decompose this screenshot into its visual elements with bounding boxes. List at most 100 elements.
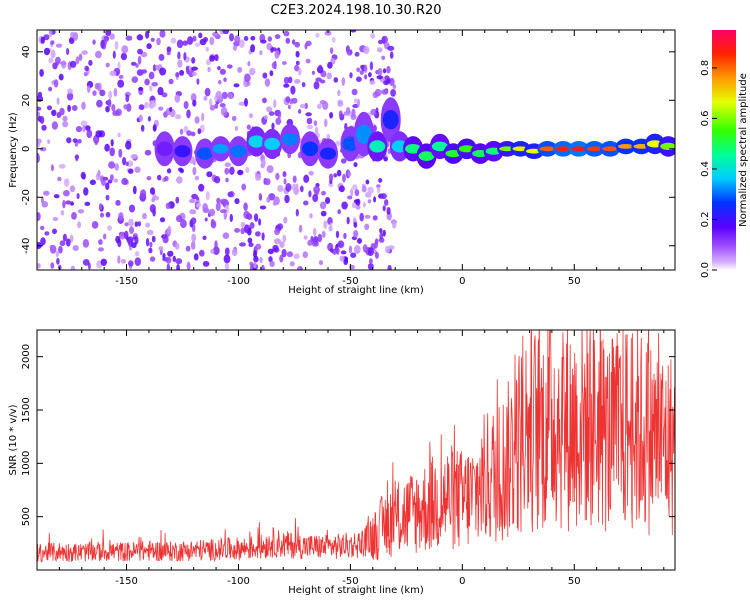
colorbar-gradient [712,30,736,270]
heatmap-noise-cell [374,88,382,97]
heatmap-noise-cell [316,103,322,109]
heatmap-noise-cell [264,78,271,87]
heatmap-noise-cell [318,64,323,71]
heatmap-noise-cell [83,187,89,196]
heatmap-noise-cell [98,239,103,245]
heatmap-noise-cell [220,106,228,116]
heatmap-noise-cell [43,190,50,196]
heatmap-noise-cell [70,234,74,243]
heatmap-noise-cell [203,95,208,101]
heatmap-noise-cell [292,175,297,183]
heatmap-noise-cell [40,147,47,152]
heatmap-noise-cell [77,209,85,214]
heatmap-noise-cell [214,240,218,250]
heatmap-noise-cell [267,36,272,42]
heatmap-noise-cell [274,50,280,59]
heatmap-noise-cell [121,177,128,186]
heatmap-noise-cell [308,170,314,176]
heatmap-noise-cell [351,88,358,96]
heatmap-noise-cell [215,202,221,212]
heatmap-noise-cell [56,97,60,105]
heatmap-noise-cell [382,205,386,212]
x-tick-label: -100 [227,576,250,587]
heatmap-noise-cell [69,185,76,193]
heatmap-noise-cell [305,58,311,64]
heatmap-noise-cell [377,39,384,45]
heatmap-noise-cell [284,194,290,204]
heatmap-noise-cell [279,241,285,248]
heatmap-noise-cell [234,125,239,132]
colorbar-label: Normalized spectral amplitude [738,73,749,227]
heatmap-noise-cell [271,122,275,130]
heatmap-noise-cell [336,169,342,177]
heatmap-noise-cell [152,64,157,72]
heatmap-noise-cell [99,89,106,97]
heatmap-noise-cell [356,76,362,82]
heatmap-cells [37,30,675,270]
heatmap-noise-cell [359,70,364,75]
heatmap-noise-cell [190,131,196,137]
heatmap-noise-cell [346,49,353,56]
heatmap-noise-cell [237,169,244,175]
heatmap-noise-cell [209,104,215,111]
heatmap-noise-cell [386,65,391,74]
heatmap-noise-cell [84,65,89,72]
heatmap-noise-cell [356,98,360,108]
heatmap-noise-cell [338,110,343,119]
heatmap-noise-cell [48,30,53,37]
heatmap-noise-cell [50,164,55,172]
x-tick-label: -150 [115,576,138,587]
heatmap-noise-cell [392,84,397,90]
heatmap-noise-cell [222,30,230,35]
heatmap-noise-cell [215,90,222,100]
heatmap-noise-cell [218,79,222,85]
heatmap-noise-cell [146,43,152,50]
heatmap-noise-cell [340,158,347,164]
heatmap-noise-cell [175,258,183,265]
heatmap-noise-cell [361,185,367,193]
heatmap-noise-cell [199,124,205,133]
heatmap-noise-cell [376,75,383,80]
heatmap-noise-cell [151,235,156,243]
heatmap-noise-cell [380,193,387,200]
heatmap-noise-cell [212,31,219,37]
heatmap-noise-cell [364,64,368,74]
heatmap-noise-cell [324,118,328,128]
heatmap-noise-cell [382,68,387,74]
heatmap-noise-cell [110,174,114,181]
heatmap-noise-cell [341,77,346,86]
heatmap-noise-cell [65,238,71,247]
heatmap-noise-cell [89,179,96,186]
heatmap-noise-cell [219,103,226,108]
heatmap-noise-cell [199,249,205,257]
snr-y-axis-label: SNR (10 * v/v) [8,404,19,475]
heatmap-noise-cell [379,228,383,234]
heatmap-noise-cell [328,173,334,182]
heatmap-noise-cell [248,242,254,247]
heatmap-noise-cell [179,168,184,174]
heatmap-noise-cell [138,104,145,111]
heatmap-noise-cell [353,162,358,168]
heatmap-noise-cell [165,256,172,264]
heatmap-noise-cell [255,173,262,181]
heatmap-noise-cell [307,239,313,246]
heatmap-noise-cell [172,255,176,262]
heatmap-noise-cell [66,137,72,144]
heatmap-noise-cell [363,46,370,55]
heatmap-noise-cell [191,57,196,64]
heatmap-noise-cell [149,204,156,213]
heatmap-noise-cell [387,264,392,270]
heatmap-noise-cell [120,52,127,61]
heatmap-noise-cell [43,47,51,56]
heatmap-noise-cell [303,200,309,206]
heatmap-noise-cell [302,251,308,259]
heatmap-noise-cell [118,148,123,158]
heatmap-noise-cell [205,46,209,52]
heatmap-noise-cell [50,262,55,269]
heatmap-noise-cell [353,221,358,228]
heatmap-noise-cell [348,245,353,254]
heatmap-noise-cell [134,257,141,266]
heatmap-noise-cell [40,36,45,44]
heatmap-noise-cell [84,125,91,131]
heatmap-noise-cell [81,101,86,110]
